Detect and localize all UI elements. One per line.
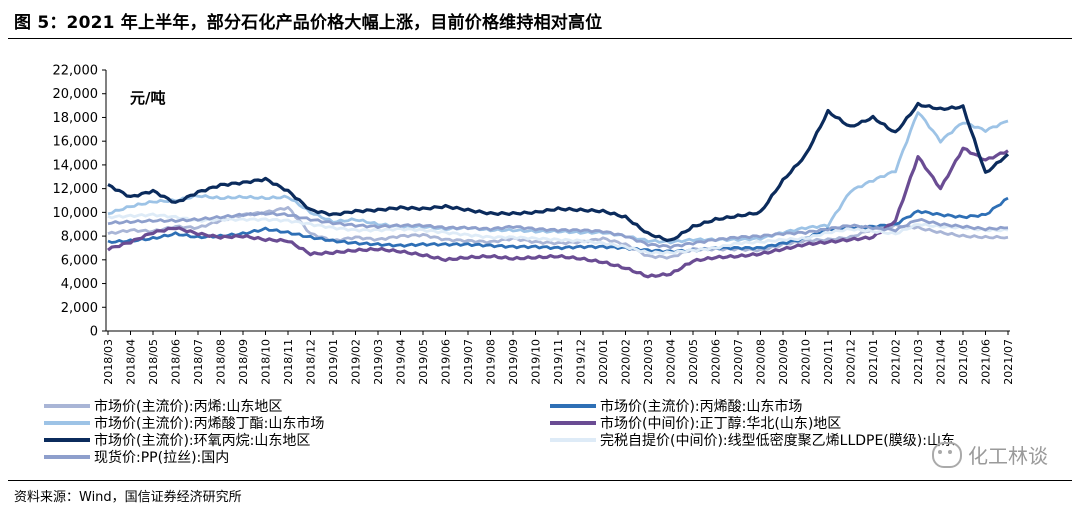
y-tick-label: 18,000	[53, 111, 99, 126]
chart-lines	[107, 101, 1010, 279]
x-tick-label: 2020/02	[620, 339, 633, 385]
y-tick-label: 2,000	[61, 301, 98, 316]
x-tick-label: 2019/12	[575, 339, 588, 385]
chart-legend: 市场价(主流价):丙烯:山东地区 市场价(主流价):丙烯酸:山东市场市场价(主流价…	[44, 398, 955, 466]
y-tick-label: 4,000	[61, 277, 98, 292]
x-tick-label: 2018/10	[260, 339, 273, 385]
x-tick-label: 2019/01	[327, 339, 340, 385]
title-divider	[8, 38, 1072, 39]
x-tick-label: 2020/03	[642, 339, 655, 385]
chart-axes: 0 2,000 4,000 6,000 8,000 10,000 12,000 14,000 1…	[53, 64, 1016, 385]
x-tick-label: 2020/07	[732, 339, 745, 385]
x-tick-label: 2019/08	[485, 339, 498, 385]
series-line	[107, 111, 1009, 245]
x-tick-label: 2019/02	[350, 339, 363, 385]
x-tick-label: 2021/07	[1002, 339, 1015, 385]
x-tick-label: 2018/07	[192, 339, 205, 385]
x-tick-label: 2020/09	[777, 339, 790, 385]
legend-label: 市场价(主流价):丙烯酸丁酯:山东市场	[94, 415, 324, 432]
legend-label: 完税自提价(中间价):线型低密度聚乙烯LLDPE(膜级):山东	[600, 432, 955, 449]
y-tick-label: 20,000	[53, 87, 99, 102]
x-tick-label: 2021/06	[980, 339, 993, 385]
x-tick-label: 2020/10	[800, 339, 813, 385]
unit-label: 元/吨	[130, 89, 165, 107]
legend-label: 市场价(主流价):丙烯:山东地区	[94, 398, 282, 415]
series-line	[107, 212, 1009, 256]
footer-divider	[8, 480, 1072, 481]
x-tick-label: 2018/11	[282, 339, 295, 385]
x-tick-label: 2019/11	[552, 339, 565, 385]
x-tick-label: 2018/06	[170, 339, 183, 385]
x-tick-label: 2018/12	[305, 339, 318, 385]
y-tick-label: 6,000	[61, 253, 98, 268]
x-tick-label: 2019/04	[395, 339, 408, 385]
x-tick-label: 2019/07	[462, 339, 475, 385]
watermark: 化工林谈	[932, 440, 1048, 469]
x-tick-label: 2021/04	[935, 339, 948, 385]
x-tick-label: 2021/03	[912, 339, 925, 385]
x-tick-label: 2020/01	[597, 339, 610, 385]
y-tick-label: 8,000	[61, 230, 98, 245]
series-line	[107, 205, 1009, 260]
wechat-icon	[932, 441, 962, 468]
x-tick-label: 2018/05	[147, 339, 160, 385]
y-tick-label: 12,000	[53, 182, 99, 197]
series-line	[107, 101, 1010, 242]
x-tick-label: 2018/04	[125, 339, 138, 385]
x-tick-label: 2019/09	[507, 339, 520, 385]
x-tick-label: 2020/04	[665, 339, 678, 385]
y-tick-label: 0	[90, 325, 98, 340]
page-title: 图 5：2021 年上半年，部分石化产品价格大幅上涨，目前价格维持相对高位	[14, 13, 603, 33]
source-note: 资料来源：Wind，国信证券经济研究所	[14, 490, 242, 505]
watermark-text: 化工林谈	[968, 444, 1048, 468]
y-tick-label: 14,000	[53, 158, 99, 173]
y-tick-label: 10,000	[53, 206, 99, 221]
x-tick-label: 2018/09	[237, 339, 250, 385]
series-line	[107, 211, 1009, 250]
y-tick-label: 22,000	[53, 64, 99, 79]
x-tick-label: 2019/05	[417, 339, 430, 385]
y-tick-label: 16,000	[53, 135, 99, 150]
x-tick-label: 2018/08	[215, 339, 228, 385]
x-tick-label: 2019/03	[372, 339, 385, 385]
legend-label: 现货价:PP(拉丝):国内	[94, 449, 229, 466]
legend-label: 市场价(主流价):环氧丙烷:山东地区	[94, 432, 310, 449]
x-tick-label: 2019/10	[530, 339, 543, 385]
legend-label: 市场价(中间价):正丁醇:华北(山东)地区	[600, 415, 841, 432]
x-tick-label: 2021/05	[957, 339, 970, 385]
x-tick-label: 2019/06	[440, 339, 453, 385]
x-tick-label: 2018/03	[102, 339, 115, 385]
x-tick-label: 2021/01	[867, 339, 880, 385]
legend-label: 市场价(主流价):丙烯酸:山东市场	[600, 398, 802, 415]
series-line	[107, 146, 1009, 279]
x-tick-label: 2020/05	[687, 339, 700, 385]
x-tick-label: 2021/02	[890, 339, 903, 385]
x-tick-label: 2020/08	[755, 339, 768, 385]
x-tick-label: 2020/11	[822, 339, 835, 385]
x-tick-label: 2020/12	[845, 339, 858, 385]
x-tick-label: 2020/06	[710, 339, 723, 385]
